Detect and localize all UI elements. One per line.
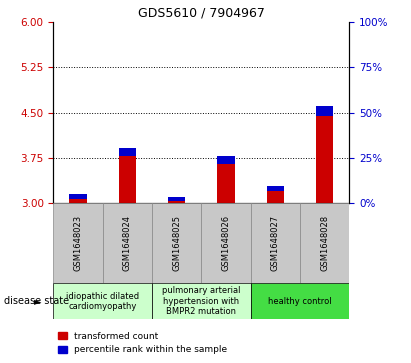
Bar xyxy=(251,283,349,319)
Text: GSM1648027: GSM1648027 xyxy=(271,215,280,271)
Legend: transformed count, percentile rank within the sample: transformed count, percentile rank withi… xyxy=(58,332,227,354)
Bar xyxy=(201,203,251,283)
Text: ►: ► xyxy=(34,296,41,306)
Bar xyxy=(267,186,284,191)
Bar xyxy=(152,283,251,319)
Bar xyxy=(119,148,136,156)
Text: GSM1648023: GSM1648023 xyxy=(74,215,83,271)
Bar xyxy=(152,203,201,283)
Bar xyxy=(300,203,349,283)
Text: GSM1648028: GSM1648028 xyxy=(320,215,329,271)
Bar xyxy=(53,283,152,319)
Bar xyxy=(53,203,103,283)
Bar xyxy=(168,197,185,201)
Bar xyxy=(316,106,333,115)
Bar xyxy=(119,156,136,203)
Text: healthy control: healthy control xyxy=(268,297,332,306)
Text: idiopathic dilated
cardiomyopathy: idiopathic dilated cardiomyopathy xyxy=(66,291,139,311)
Text: GSM1648026: GSM1648026 xyxy=(222,215,231,271)
Text: pulmonary arterial
hypertension with
BMPR2 mutation: pulmonary arterial hypertension with BMP… xyxy=(162,286,240,316)
Bar xyxy=(69,194,87,199)
Bar xyxy=(69,199,87,203)
Text: disease state: disease state xyxy=(4,296,69,306)
Bar xyxy=(251,203,300,283)
Bar xyxy=(168,201,185,203)
Bar xyxy=(103,203,152,283)
Bar xyxy=(217,156,235,164)
Bar xyxy=(267,191,284,203)
Bar xyxy=(316,115,333,203)
Text: GSM1648024: GSM1648024 xyxy=(123,215,132,271)
Text: GSM1648025: GSM1648025 xyxy=(172,215,181,271)
Title: GDS5610 / 7904967: GDS5610 / 7904967 xyxy=(138,6,265,19)
Bar xyxy=(217,164,235,203)
